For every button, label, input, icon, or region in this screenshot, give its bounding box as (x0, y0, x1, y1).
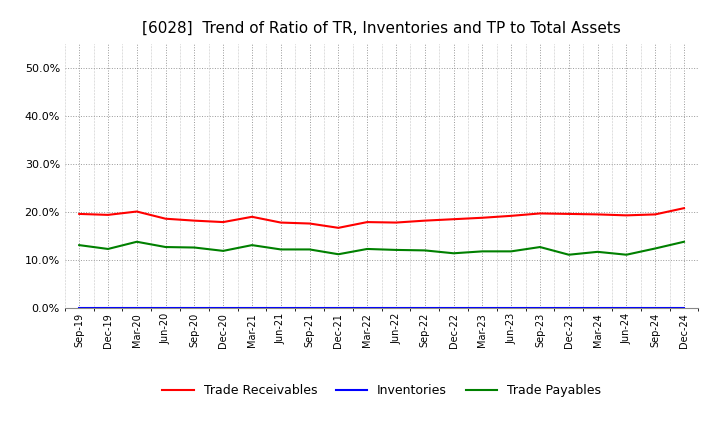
Title: [6028]  Trend of Ratio of TR, Inventories and TP to Total Assets: [6028] Trend of Ratio of TR, Inventories… (142, 21, 621, 36)
Inventories (478, 305, 487, 310)
Inventories (276, 305, 285, 310)
Trade Receivables (564, 211, 573, 216)
Trade Receivables (248, 214, 256, 220)
Inventories (420, 305, 429, 310)
Trade Receivables (507, 213, 516, 219)
Trade Payables (478, 249, 487, 254)
Trade Payables (507, 249, 516, 254)
Trade Payables (104, 246, 112, 252)
Trade Payables (651, 246, 660, 251)
Trade Receivables (449, 216, 458, 222)
Inventories (564, 305, 573, 310)
Trade Payables (593, 249, 602, 254)
Trade Receivables (680, 205, 688, 211)
Trade Receivables (190, 218, 199, 223)
Trade Receivables (392, 220, 400, 225)
Trade Payables (219, 248, 228, 253)
Line: Trade Payables: Trade Payables (79, 242, 684, 255)
Trade Payables (622, 252, 631, 257)
Inventories (190, 305, 199, 310)
Trade Payables (449, 251, 458, 256)
Trade Receivables (219, 220, 228, 225)
Trade Receivables (363, 220, 372, 225)
Inventories (104, 305, 112, 310)
Trade Receivables (305, 221, 314, 226)
Inventories (334, 305, 343, 310)
Trade Payables (420, 248, 429, 253)
Trade Payables (363, 246, 372, 252)
Inventories (536, 305, 544, 310)
Trade Payables (392, 247, 400, 253)
Trade Payables (536, 244, 544, 249)
Trade Receivables (536, 211, 544, 216)
Trade Payables (190, 245, 199, 250)
Trade Payables (680, 239, 688, 244)
Inventories (75, 305, 84, 310)
Trade Payables (132, 239, 141, 244)
Trade Payables (276, 247, 285, 252)
Inventories (593, 305, 602, 310)
Trade Receivables (334, 225, 343, 231)
Trade Payables (75, 242, 84, 248)
Trade Payables (305, 247, 314, 252)
Trade Receivables (622, 213, 631, 218)
Trade Receivables (420, 218, 429, 223)
Inventories (680, 305, 688, 310)
Inventories (248, 305, 256, 310)
Trade Receivables (478, 215, 487, 220)
Trade Receivables (593, 212, 602, 217)
Inventories (507, 305, 516, 310)
Inventories (305, 305, 314, 310)
Trade Receivables (276, 220, 285, 225)
Trade Payables (161, 244, 170, 249)
Inventories (449, 305, 458, 310)
Trade Receivables (161, 216, 170, 221)
Trade Payables (334, 252, 343, 257)
Inventories (392, 305, 400, 310)
Inventories (161, 305, 170, 310)
Trade Payables (564, 252, 573, 257)
Trade Receivables (132, 209, 141, 214)
Trade Receivables (75, 211, 84, 216)
Line: Trade Receivables: Trade Receivables (79, 208, 684, 228)
Inventories (132, 305, 141, 310)
Trade Receivables (104, 212, 112, 217)
Trade Receivables (651, 212, 660, 217)
Inventories (219, 305, 228, 310)
Inventories (622, 305, 631, 310)
Trade Payables (248, 242, 256, 248)
Legend: Trade Receivables, Inventories, Trade Payables: Trade Receivables, Inventories, Trade Pa… (157, 379, 606, 402)
Inventories (651, 305, 660, 310)
Inventories (363, 305, 372, 310)
